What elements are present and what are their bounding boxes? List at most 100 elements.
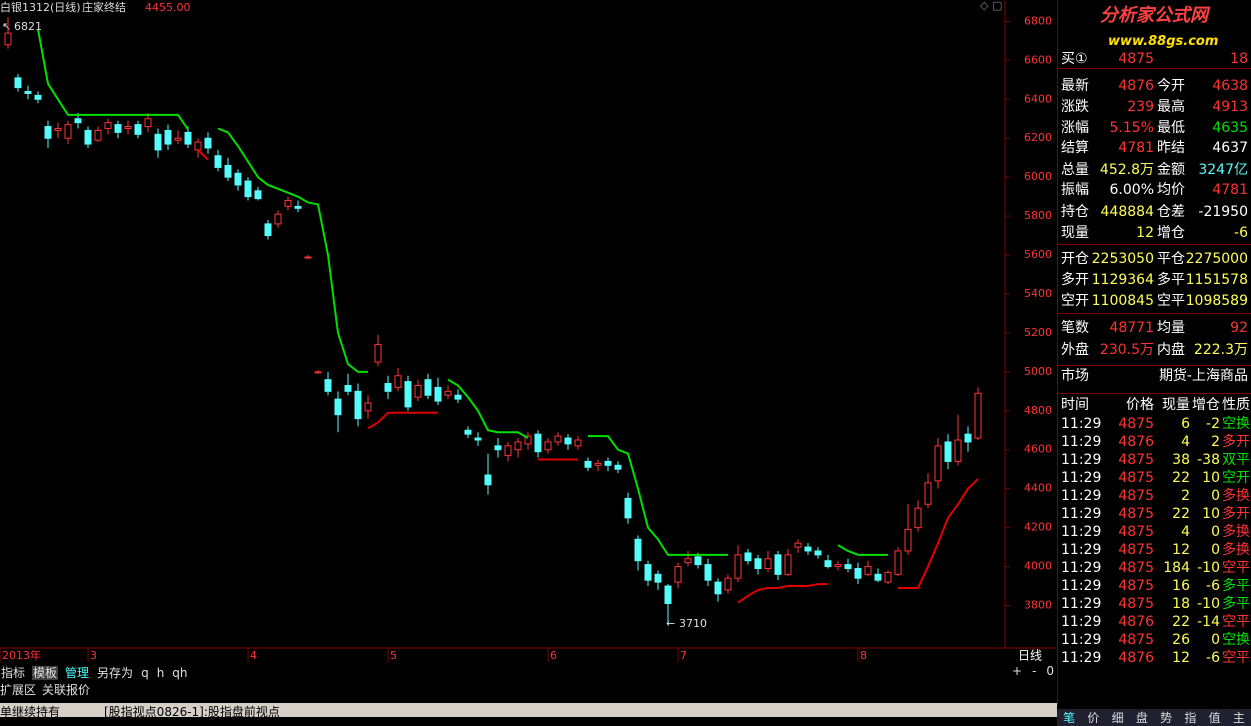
candle-body	[924, 482, 932, 505]
candle-body	[114, 124, 122, 133]
candle-body	[934, 445, 942, 482]
zoom-button[interactable]: 0	[1046, 664, 1055, 678]
candle-body	[824, 560, 832, 568]
candle-body	[704, 564, 712, 581]
tick-cell: 16	[1172, 578, 1190, 594]
side-tab[interactable]: 势	[1160, 711, 1173, 725]
candle-body	[234, 172, 242, 186]
candle-body	[144, 118, 152, 128]
candle-body	[494, 445, 502, 451]
quote-text: 4781	[1118, 140, 1154, 156]
quote-text: 涨跌	[1061, 99, 1089, 115]
candle-body	[664, 585, 672, 605]
tick-cell: 11:29	[1061, 632, 1102, 648]
candle-body	[864, 566, 872, 575]
tick-cell: 空开	[1222, 470, 1250, 486]
candle-body	[424, 379, 432, 396]
quote-text: -6	[1234, 225, 1248, 241]
candle-body	[594, 462, 602, 466]
tick-cell: 2	[1211, 434, 1220, 450]
y-tick-label: 5000	[1024, 365, 1052, 378]
candle-body	[204, 137, 212, 149]
candle-body	[14, 77, 22, 89]
candle-body	[24, 91, 32, 94]
panel-tabs: 扩展区 关联报价	[0, 681, 96, 698]
tick-cell: 多平	[1222, 578, 1250, 594]
quote-text: 外盘	[1061, 342, 1089, 358]
candle-body	[194, 141, 202, 151]
tick-cell: 4875	[1118, 506, 1154, 522]
toolbar-button[interactable]: 管理	[65, 666, 90, 680]
toolbar-button[interactable]: 模板	[32, 666, 59, 680]
toolbar-button[interactable]: qh	[172, 666, 188, 680]
candle-body	[954, 439, 962, 462]
tick-cell: 4	[1181, 524, 1190, 540]
candle-body	[464, 429, 472, 435]
separator	[1058, 244, 1251, 245]
toolbar-button[interactable]: 另存为	[97, 666, 134, 680]
quote-text: 6.00%	[1109, 182, 1154, 198]
tick-cell: 11:29	[1061, 488, 1102, 504]
quote-text: 空平	[1157, 293, 1185, 309]
side-tab[interactable]: 指	[1184, 711, 1197, 725]
candle-body	[294, 205, 302, 209]
candle-body	[374, 344, 382, 363]
y-tick-label: 3800	[1024, 598, 1052, 611]
toolbar: 指标 模板 管理 另存为 q h qh + -0	[0, 664, 1054, 680]
tick-cell: 184	[1163, 560, 1190, 576]
x-tick-label: 4	[250, 649, 257, 662]
side-tab[interactable]: 值	[1208, 711, 1221, 725]
indicator: 庄家终结	[82, 0, 126, 14]
quote-text: 金额	[1157, 162, 1185, 178]
quote-text: 最新	[1061, 78, 1089, 94]
stop-line	[37, 29, 888, 556]
toolbar-button[interactable]: h	[156, 666, 165, 680]
candle-body	[54, 127, 62, 131]
tick-cell: 22	[1172, 506, 1190, 522]
quote-text: 12	[1136, 225, 1154, 241]
quote-text: 最高	[1157, 99, 1185, 115]
side-tab[interactable]: 盘	[1135, 711, 1148, 725]
candle-body	[964, 433, 972, 443]
y-tick-label: 6800	[1024, 14, 1052, 27]
y-tick-label: 4400	[1024, 482, 1052, 495]
quote-text: 仓差	[1157, 204, 1185, 220]
tick-cell: 6	[1181, 416, 1190, 432]
candle-body	[324, 379, 332, 392]
candle-body	[854, 567, 862, 579]
quote-text: 5.15%	[1109, 120, 1154, 136]
side-tab[interactable]: 价	[1087, 711, 1100, 725]
candle-body	[394, 375, 402, 388]
tick-cell: 空平	[1222, 560, 1250, 576]
tick-cell: 12	[1172, 542, 1190, 558]
candle-body	[674, 566, 682, 583]
candle-body	[84, 129, 92, 145]
x-tick-label: 8	[860, 649, 867, 662]
high-label: 6821	[14, 20, 42, 33]
icon[interactable]: ◇ ▢	[980, 0, 1002, 12]
zoom-button[interactable]: -	[1032, 664, 1037, 678]
candle-body	[684, 558, 692, 564]
tick-cell: 11:29	[1061, 506, 1102, 522]
tick-cell: 10	[1202, 470, 1220, 486]
side-tab[interactable]: 笔	[1063, 711, 1076, 725]
toolbar-button[interactable]: q	[141, 666, 149, 680]
side-tab[interactable]: 细	[1111, 711, 1124, 725]
quote-text: 239	[1127, 99, 1154, 115]
tick-cell: 0	[1211, 524, 1220, 540]
zoom-button[interactable]: +	[1012, 664, 1023, 678]
panel-tab[interactable]: 扩展区	[0, 683, 37, 697]
candle-body	[164, 129, 172, 145]
x-tick-label: 3	[90, 649, 97, 662]
quote-text: 最低	[1157, 120, 1185, 136]
quote-text: 均量	[1157, 320, 1185, 336]
side-tab[interactable]: 主	[1232, 711, 1245, 725]
panel-tab[interactable]: 关联报价	[42, 683, 91, 697]
candle-body	[64, 124, 72, 139]
tick-cell: 22	[1172, 470, 1190, 486]
quote-text: 增仓	[1157, 225, 1185, 241]
tick-cell: -10	[1197, 560, 1220, 576]
tick-header: 现量	[1162, 397, 1190, 413]
toolbar-button[interactable]: 指标	[1, 666, 26, 680]
tick-cell: 38	[1172, 452, 1190, 468]
